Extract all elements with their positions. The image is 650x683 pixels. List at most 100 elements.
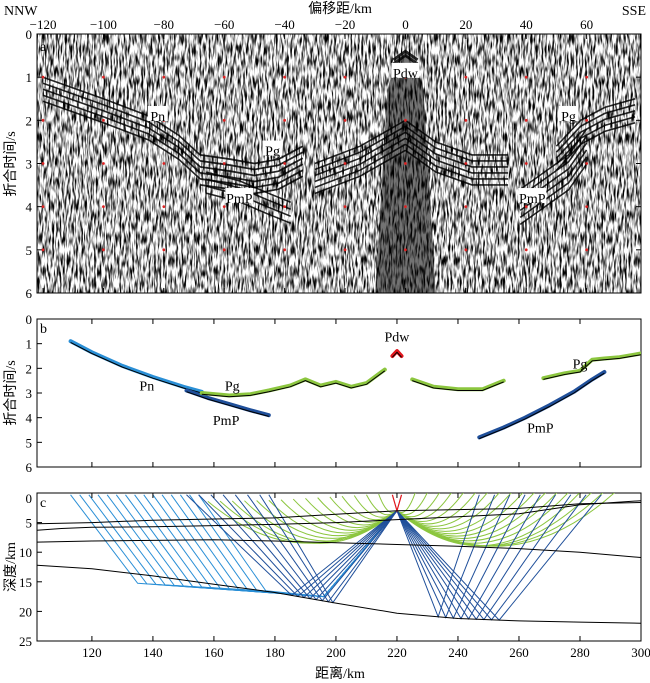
panel-b-ytick-label: 5: [26, 435, 33, 450]
arrival-band: [314, 137, 406, 183]
panel-c-xtick-label: 180: [265, 645, 285, 660]
grid-marker: [524, 162, 528, 165]
observed-pg-curve: [410, 377, 506, 392]
seismic-section: [37, 34, 641, 293]
panel-c-ytick-label: 5: [26, 516, 33, 531]
grid-marker: [41, 162, 45, 165]
panel-c-xtick-label: 200: [326, 645, 346, 660]
grid-marker: [41, 205, 45, 209]
panel-c-frame: [36, 492, 642, 642]
arrival-band: [519, 163, 588, 226]
arrival-band: [314, 143, 406, 189]
grid-marker: [283, 205, 287, 209]
phase-label-pdw: Pdw: [393, 67, 419, 82]
arrival-band: [555, 104, 636, 153]
arrival-band: [519, 135, 588, 198]
arrival-band: [199, 157, 304, 177]
grid-marker: [343, 205, 347, 209]
panel-a-ylabel: 折合时间/s: [3, 131, 19, 196]
panel-a-xtick-label: 20: [459, 17, 472, 32]
panel-a-xtick-label: −40: [274, 17, 294, 32]
arrival-band: [205, 178, 292, 211]
phase-label-pmp: PmP: [527, 422, 554, 437]
observed-pmp-curve: [184, 388, 271, 418]
panel-c-ticks: 5 10 15 20 25 0 120 140 160 180 200 220 240 260 280 300: [19, 491, 650, 660]
ray-path-pg: [396, 493, 580, 547]
grid-marker: [102, 205, 105, 209]
panel-c: c 深度/km 距离/km 5 10 15 20 25 0 120 140 160 180 200 2…: [3, 491, 650, 682]
panel-c-ytick-label: 15: [19, 575, 32, 590]
grid-marker: [343, 162, 347, 165]
grid-marker: [283, 248, 287, 252]
grid-marker: [283, 162, 287, 165]
grid-marker: [41, 75, 45, 79]
arrival-band: [555, 122, 636, 171]
offset-axis-label: 偏移距/km: [308, 1, 372, 17]
arrival-band: [314, 119, 406, 165]
panel-c-xtick-label: 240: [448, 645, 468, 660]
right-corner-label: SSE: [622, 4, 646, 19]
panel-b-frame: [36, 318, 642, 468]
panel-a-ytick-label: 2: [26, 113, 33, 128]
arrival-band: [404, 149, 509, 186]
calculated-pg-curve: [201, 370, 386, 398]
phase-label-pg: Pg: [225, 380, 240, 395]
observed-pg-curve: [199, 367, 387, 398]
panel-b-ytick-label: 1: [26, 337, 33, 352]
arrival-band: [404, 131, 509, 168]
panel-b-ylabel: 折合时间/s: [3, 360, 19, 425]
arrival-band: [404, 119, 509, 156]
grid-marker: [585, 205, 589, 209]
grid-marker: [585, 162, 589, 165]
arrival-band: [392, 49, 419, 62]
calculated-pg-curve: [543, 354, 641, 380]
grid-marker: [585, 75, 589, 79]
ray-path-pn: [170, 494, 398, 598]
traveltime-curves: [68, 339, 641, 440]
panel-a-ytick-label: 4: [26, 200, 33, 215]
grid-marker: [222, 162, 226, 165]
panel-a-xtick-label: −100: [90, 17, 117, 32]
panel-a-ytick-label: 6: [26, 286, 33, 301]
panel-a-ytick-label: 3: [26, 157, 33, 172]
arrival-band: [555, 98, 636, 147]
grid-marker: [162, 75, 166, 79]
velocity-interface: [37, 500, 641, 531]
arrival-band: [314, 125, 406, 171]
panel-b-ytick-label: 6: [26, 460, 33, 475]
grid-marker: [102, 118, 105, 122]
arrival-band: [205, 185, 292, 218]
grid-marker: [464, 75, 468, 79]
panel-b-annotations: Pdw Pn Pg PmP PmP Pg: [139, 330, 587, 436]
panel-b: b 折合时间/s 0 1 2 3 4 5 6 Pdw Pn Pg PmP PmP Pg: [3, 312, 642, 475]
panel-a-ytick-label: 0: [26, 27, 33, 42]
phase-label-pg: Pg: [573, 357, 588, 372]
panel-b-ticks: 0 1 2 3 4 5 6: [26, 312, 642, 475]
grid-marker: [283, 118, 287, 122]
arrival-band: [205, 192, 292, 225]
grid-marker: [404, 118, 407, 122]
calculated-pg-curve: [412, 380, 504, 391]
phase-label-background: [518, 188, 547, 204]
ray-path-pg: [396, 493, 592, 547]
grid-marker: [343, 248, 347, 252]
grid-marker: [41, 118, 45, 122]
panel-a-xtick-label: −120: [30, 17, 57, 32]
grid-marker: [222, 205, 226, 209]
observed-pg-curve: [541, 351, 641, 381]
panel-a-xtick-label: 0: [402, 17, 409, 32]
grid-marker: [102, 248, 105, 252]
arrival-band: [555, 110, 636, 159]
panel-c-xtick-label: 140: [143, 645, 163, 660]
arrival-band: [205, 171, 292, 204]
grid-marker: [283, 75, 287, 79]
grid-marker: [524, 75, 528, 79]
panel-a: a NNW SSE 偏移距/km 折合时间/s −120 −100 −80 −60 −4…: [3, 1, 646, 301]
phase-label-background: [391, 62, 420, 78]
grid-marker: [464, 205, 468, 209]
arrival-band: [404, 125, 509, 162]
panel-c-xtick-label: 120: [82, 645, 102, 660]
phase-label-background: [262, 140, 283, 156]
left-corner-label: NNW: [4, 4, 38, 19]
